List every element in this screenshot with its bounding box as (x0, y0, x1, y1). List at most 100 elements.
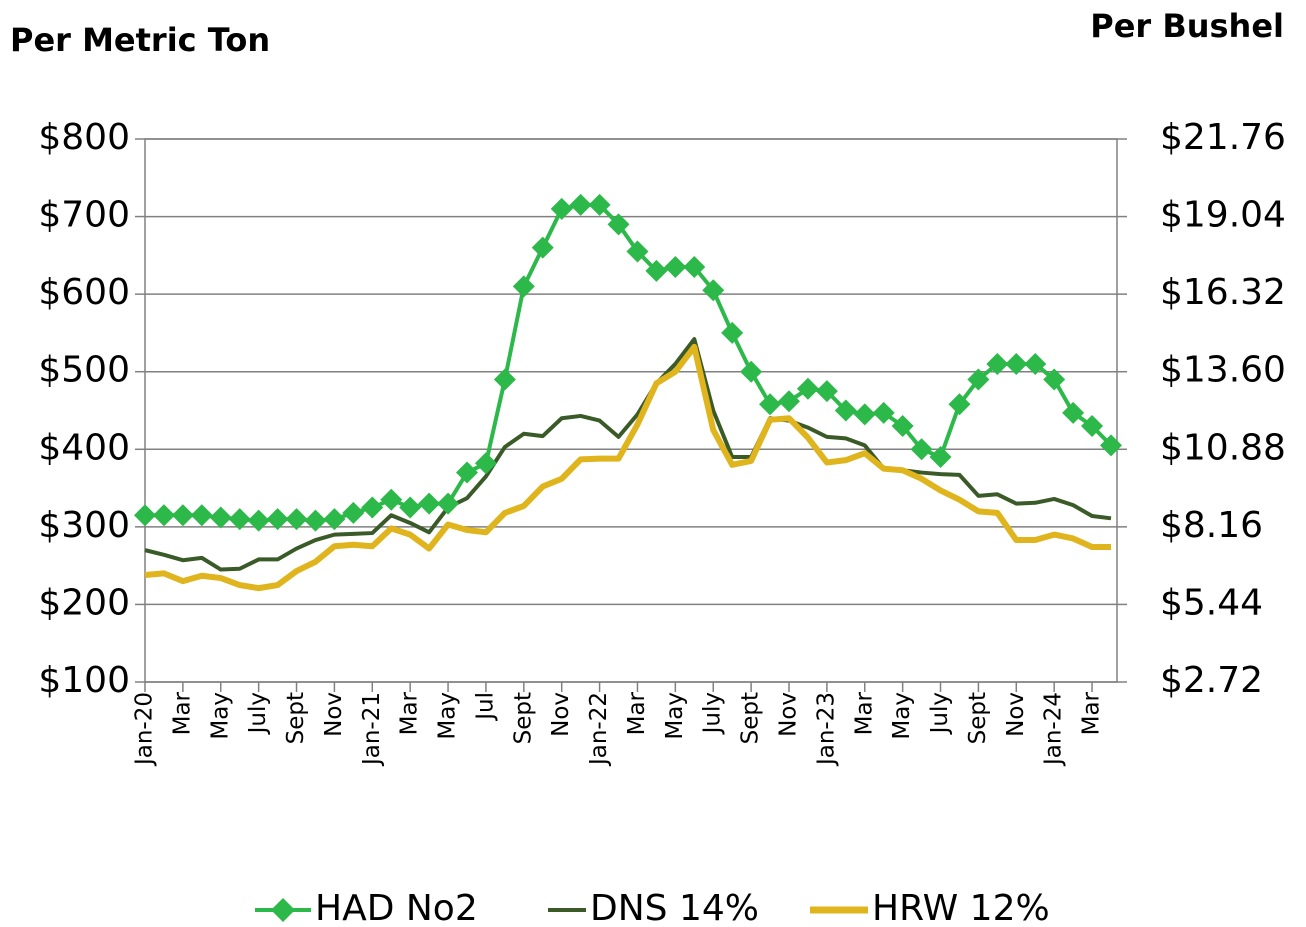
series-line (144, 343, 1111, 592)
legend-label: DNS 14% (590, 888, 759, 927)
marker (437, 492, 460, 515)
marker (247, 509, 270, 532)
marker (399, 496, 422, 519)
marker (588, 193, 611, 216)
marker (228, 508, 251, 531)
marker (134, 504, 156, 527)
x-tick-label: July (245, 692, 271, 735)
x-tick-label: May (207, 692, 233, 740)
x-tick-label: Mar (1079, 691, 1105, 735)
legend-marker (271, 898, 295, 922)
x-tick-label: May (435, 692, 461, 740)
x-tick-label: Nov (321, 692, 347, 737)
y2-tick-label: $16.32 (1160, 272, 1286, 313)
marker (1081, 415, 1104, 438)
marker (967, 368, 990, 391)
y-tick-label: $400 (38, 427, 130, 468)
x-tick-label: Jan-22 (586, 692, 612, 767)
x-tick-label: Sept (283, 692, 309, 744)
y-tick-label: $300 (38, 505, 130, 546)
marker (796, 377, 819, 400)
marker (380, 488, 403, 511)
marker (569, 193, 592, 216)
marker (645, 259, 668, 282)
right-axis-title: Per Bushel (1090, 7, 1284, 45)
x-tick-label: Jul (472, 692, 498, 722)
marker (778, 390, 800, 413)
y2-tick-label: $13.60 (1160, 350, 1286, 391)
x-tick-label: Sept (965, 692, 991, 744)
y-tick-label: $500 (38, 350, 130, 391)
x-tick-label: July (700, 692, 726, 735)
x-tick-label: July (927, 692, 953, 735)
marker (607, 213, 630, 236)
marker (664, 255, 687, 278)
x-tick-label: May (889, 692, 915, 740)
marker (872, 401, 895, 424)
marker (1100, 434, 1122, 457)
y-tick-label: $600 (38, 272, 130, 313)
y2-tick-label: $10.88 (1160, 427, 1286, 468)
marker (531, 236, 554, 259)
x-tick-label: Sept (510, 692, 536, 744)
marker (948, 393, 971, 416)
x-tick-label: Jan-20 (132, 692, 158, 767)
legend-label: HRW 12% (872, 888, 1050, 927)
x-tick-label: Mar (624, 691, 650, 735)
y-tick-label: $800 (38, 117, 130, 158)
left-axis-title: Per Metric Ton (10, 21, 270, 59)
y2-tick-label: $5.44 (1160, 582, 1263, 623)
x-tick-label: Sept (738, 692, 764, 744)
x-tick-label: May (662, 692, 688, 740)
x-tick-label: Jan-21 (359, 692, 385, 767)
x-tick-label: Nov (1003, 692, 1029, 737)
marker (550, 197, 573, 220)
y-tick-label: $700 (38, 195, 130, 236)
marker (266, 508, 289, 531)
legend-label: HAD No2 (315, 888, 478, 927)
marker (1062, 401, 1085, 424)
marker (152, 504, 175, 527)
marker (683, 255, 706, 278)
marker (910, 438, 933, 461)
marker (342, 501, 365, 524)
y-tick-label: $200 (38, 582, 130, 623)
series-line (144, 337, 1112, 572)
marker (361, 496, 384, 519)
marker (1024, 352, 1047, 375)
marker (986, 352, 1009, 375)
x-tick-label: Nov (776, 692, 802, 737)
marker (1005, 352, 1028, 375)
x-tick-label: Mar (169, 691, 195, 735)
marker (721, 321, 744, 344)
marker (304, 509, 327, 532)
x-tick-label: Mar (397, 691, 423, 735)
marker (929, 446, 952, 469)
marker (815, 380, 838, 403)
marker (626, 240, 649, 263)
marker (209, 506, 232, 529)
marker (190, 504, 213, 527)
y-tick-label: $100 (38, 660, 130, 701)
x-tick-label: Mar (851, 691, 877, 735)
marker (740, 360, 763, 383)
marker (493, 368, 516, 391)
marker (1043, 368, 1066, 391)
marker (418, 492, 441, 515)
plot-frame (144, 138, 1118, 683)
y2-tick-label: $19.04 (1160, 195, 1286, 236)
marker (891, 415, 914, 438)
marker (834, 399, 857, 422)
y2-tick-label: $2.72 (1160, 660, 1263, 701)
marker (512, 275, 535, 298)
x-tick-label: Nov (548, 692, 574, 737)
marker (323, 508, 346, 531)
marker (759, 393, 782, 416)
y2-tick-label: $21.76 (1160, 117, 1286, 158)
marker (456, 461, 478, 484)
x-tick-label: Jan-23 (813, 692, 839, 767)
marker (474, 452, 497, 475)
marker (853, 403, 876, 426)
x-tick-label: Jan-24 (1041, 692, 1067, 767)
